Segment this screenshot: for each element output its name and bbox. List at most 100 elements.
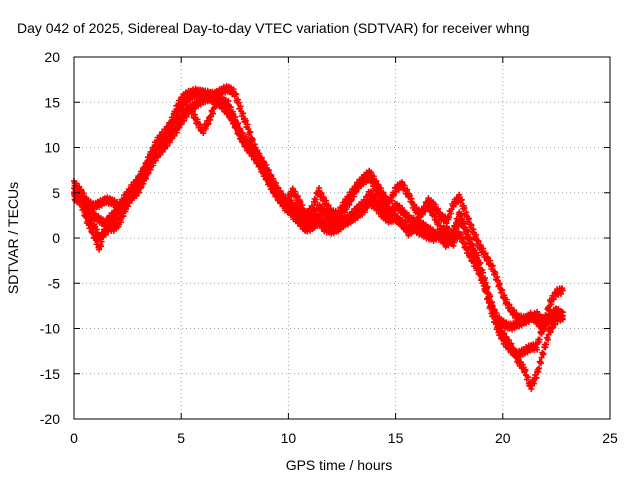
y-tick-label: 5	[52, 185, 60, 201]
data-point	[260, 164, 267, 171]
data-point	[508, 340, 515, 347]
data-point	[475, 238, 482, 245]
data-point	[117, 219, 124, 226]
data-point	[375, 196, 382, 203]
data-point	[435, 205, 442, 212]
data-point	[172, 108, 179, 115]
data-point	[411, 201, 418, 208]
data-point	[525, 374, 532, 381]
data-point	[534, 346, 541, 353]
y-tick-label: 10	[44, 140, 60, 156]
data-point	[225, 97, 232, 104]
y-tick-label: 20	[44, 49, 60, 65]
series-track-3	[71, 94, 566, 392]
data-point	[458, 215, 465, 222]
data-point	[482, 250, 489, 257]
data-point	[312, 196, 319, 203]
y-tick-label: -10	[40, 321, 60, 337]
data-point	[489, 302, 496, 309]
data-point	[448, 229, 455, 236]
data-point	[468, 222, 475, 229]
data-point	[318, 190, 325, 197]
data-point	[82, 202, 89, 209]
data-point	[506, 301, 513, 308]
data-point	[559, 287, 566, 294]
data-point	[229, 113, 236, 120]
data-point	[120, 213, 127, 220]
data-point	[399, 204, 406, 211]
data-point	[419, 211, 426, 218]
data-point	[496, 280, 503, 287]
x-axis-label: GPS time / hours	[286, 457, 393, 473]
data-point	[479, 273, 486, 280]
data-point	[247, 128, 254, 135]
y-tick-label: 0	[52, 230, 60, 246]
data-point	[465, 215, 472, 222]
data-point	[463, 228, 470, 235]
data-point	[550, 296, 557, 303]
data-point	[536, 365, 543, 372]
data-point	[460, 219, 467, 226]
data-point	[341, 203, 348, 210]
data-point	[89, 217, 96, 224]
data-point	[472, 259, 479, 266]
data-point	[540, 350, 547, 357]
data-point	[233, 91, 240, 98]
data-point	[242, 117, 249, 124]
data-point	[297, 198, 304, 205]
data-point	[253, 151, 260, 158]
data-point	[547, 329, 554, 336]
data-point	[166, 139, 173, 146]
data-point	[205, 120, 212, 127]
series-track-4	[71, 91, 566, 333]
data-point	[294, 192, 301, 199]
data-point	[227, 104, 234, 111]
data-point	[422, 205, 429, 212]
data-point	[183, 113, 190, 120]
data-point	[237, 103, 244, 110]
data-point	[236, 127, 243, 134]
data-point	[267, 177, 274, 184]
data-point	[559, 312, 566, 319]
data-point	[240, 110, 247, 117]
data-point	[445, 214, 452, 221]
y-tick-label: -15	[40, 366, 60, 382]
grid-lines	[74, 57, 610, 419]
data-point	[458, 231, 465, 238]
data-point	[522, 366, 529, 373]
y-tick-label: -5	[48, 275, 61, 291]
data-point	[380, 189, 387, 196]
data-point	[296, 205, 303, 212]
data-point	[458, 196, 465, 203]
y-tick-label: -20	[40, 411, 60, 427]
x-tick-label: 15	[388, 430, 404, 446]
y-axis-label: SDTVAR / TECUs	[5, 182, 21, 294]
data-point	[501, 330, 508, 337]
data-point	[530, 380, 537, 387]
data-point	[177, 101, 184, 108]
chart-title: Day 042 of 2025, Sidereal Day-to-day VTE…	[17, 20, 530, 36]
y-tick-label: 15	[44, 94, 60, 110]
data-point	[325, 202, 332, 209]
data-point	[404, 186, 411, 193]
data-point	[461, 204, 468, 211]
data-point	[143, 175, 150, 182]
data-point	[454, 217, 461, 224]
data-point	[152, 157, 159, 164]
data-point	[470, 242, 477, 249]
data-point	[482, 280, 489, 287]
data-point	[388, 197, 395, 204]
data-point	[465, 246, 472, 253]
data-point	[235, 99, 242, 106]
data-point	[135, 189, 142, 196]
data-point	[310, 205, 317, 212]
data-point	[537, 360, 544, 367]
data-point	[452, 225, 459, 232]
x-tick-label: 25	[602, 430, 618, 446]
data-point	[484, 290, 491, 297]
data-point	[284, 201, 291, 208]
data-point	[536, 336, 543, 343]
data-point	[445, 242, 452, 249]
data-point	[462, 241, 469, 248]
